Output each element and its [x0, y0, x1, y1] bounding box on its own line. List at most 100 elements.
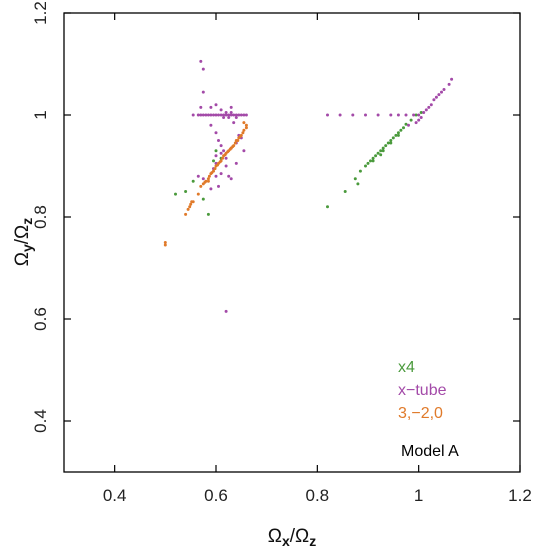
data-point — [374, 154, 378, 158]
data-point — [201, 90, 205, 94]
data-point — [219, 172, 223, 176]
data-point — [222, 149, 226, 153]
plot-frame — [63, 12, 521, 473]
data-point — [364, 164, 367, 168]
series-1 — [191, 59, 454, 313]
legend-item-x-tube: x−tube — [398, 382, 447, 399]
data-point — [201, 197, 205, 201]
data-point — [174, 192, 177, 196]
data-point — [244, 123, 248, 127]
data-point — [224, 113, 228, 117]
data-point — [343, 190, 347, 193]
data-point — [223, 153, 227, 157]
data-point — [199, 59, 203, 63]
data-point — [389, 141, 393, 145]
data-point — [212, 159, 215, 163]
data-point — [432, 98, 436, 102]
tick-marks — [64, 12, 521, 472]
data-point — [429, 103, 433, 107]
series-2 — [163, 121, 248, 247]
data-point — [201, 177, 205, 181]
data-point — [188, 205, 192, 209]
data-point — [241, 131, 245, 135]
model-annotation: Model A — [401, 443, 459, 460]
data-point — [447, 82, 451, 86]
y-axis-label-main: Ω — [12, 252, 33, 266]
data-point — [404, 113, 408, 117]
data-point — [419, 116, 423, 119]
data-point — [338, 113, 342, 117]
data-point — [206, 113, 210, 117]
data-point — [437, 93, 441, 97]
data-point — [214, 149, 218, 153]
data-point — [371, 156, 375, 160]
data-point — [450, 77, 454, 81]
legend: x4 x−tube 3,−2,0 Model A — [398, 359, 459, 460]
data-point — [199, 105, 203, 109]
data-point — [224, 156, 228, 160]
data-point — [391, 136, 395, 140]
data-point — [232, 121, 236, 125]
data-point — [196, 174, 200, 178]
data-point — [232, 113, 236, 117]
y-axis-label-sep: /Ω — [12, 225, 33, 244]
x-axis-label-sep: /Ω — [290, 526, 309, 547]
data-point — [199, 113, 203, 117]
data-point — [371, 159, 375, 163]
data-point — [396, 133, 400, 137]
data-point — [217, 113, 220, 117]
y-tick-label: 1 — [31, 110, 50, 119]
data-point — [217, 139, 220, 142]
data-point — [196, 113, 200, 117]
data-point — [214, 103, 218, 107]
data-point — [379, 153, 383, 157]
data-point — [229, 111, 233, 114]
data-point — [222, 113, 226, 117]
data-point — [227, 113, 231, 117]
data-point — [234, 113, 238, 117]
data-point — [229, 105, 233, 109]
data-point — [242, 113, 246, 117]
data-point — [212, 113, 215, 117]
data-point — [231, 145, 235, 149]
data-point — [204, 113, 208, 117]
data-point — [203, 180, 207, 184]
x-axis-label-sub2: z — [309, 533, 316, 549]
data-point — [422, 111, 426, 114]
data-point — [407, 123, 410, 127]
data-point — [186, 207, 190, 211]
data-point — [227, 116, 231, 119]
data-point — [414, 121, 418, 125]
data-point — [184, 190, 188, 193]
data-points — [163, 59, 454, 313]
data-point — [234, 116, 238, 119]
data-point — [364, 113, 367, 117]
data-point — [381, 149, 385, 153]
data-point — [224, 164, 228, 168]
y-tick-label: 0.4 — [31, 409, 50, 433]
y-tick-label: 0.6 — [31, 307, 50, 331]
data-point — [424, 108, 428, 112]
data-point — [351, 113, 355, 117]
data-point — [427, 105, 431, 109]
x-tick-label: 0.4 — [103, 486, 127, 505]
x-axis-label: Ωx/Ωz — [268, 526, 317, 549]
data-point — [221, 156, 225, 160]
x-tick-label: 1 — [414, 486, 423, 505]
data-point — [209, 113, 213, 117]
data-point — [242, 149, 246, 153]
data-point — [239, 113, 243, 117]
data-point — [224, 111, 228, 114]
data-point — [326, 113, 329, 117]
data-point — [389, 113, 393, 117]
data-point — [236, 139, 240, 142]
data-point — [209, 123, 213, 127]
data-point — [219, 108, 223, 112]
data-point — [233, 141, 237, 145]
y-axis-label-sub2: z — [19, 218, 35, 225]
data-point — [326, 205, 329, 209]
data-point — [242, 128, 246, 132]
data-point — [237, 113, 241, 117]
data-point — [210, 171, 214, 175]
legend-item-x4: x4 — [398, 359, 415, 376]
